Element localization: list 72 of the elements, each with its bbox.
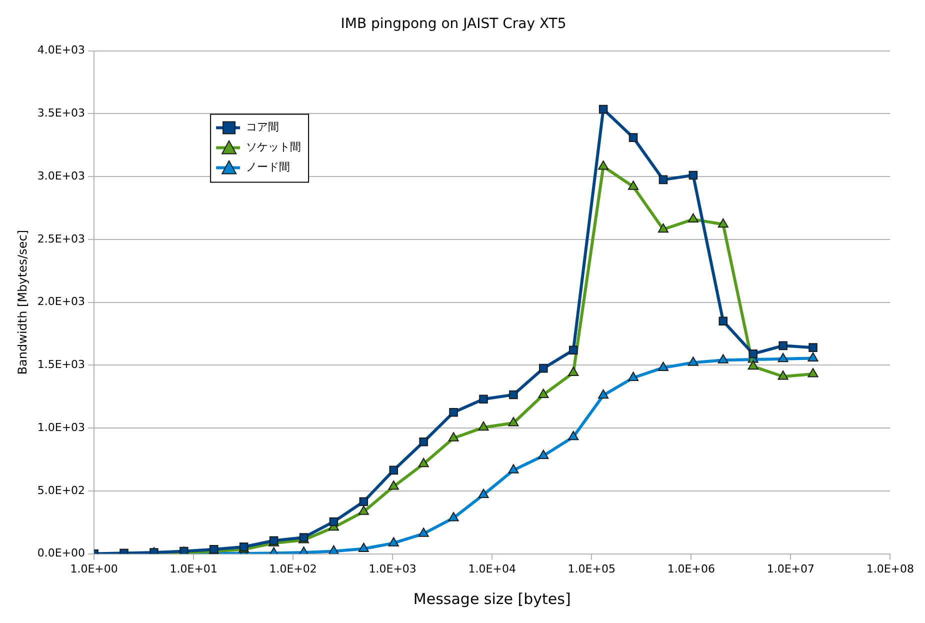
x-tick-label: 1.0E+03 xyxy=(368,562,416,576)
x-tick-label: 1.0E+07 xyxy=(766,562,814,576)
point xyxy=(479,394,488,404)
point xyxy=(748,360,758,370)
point xyxy=(658,362,668,371)
point xyxy=(448,512,459,522)
legend-label: コア間 xyxy=(246,120,280,134)
point xyxy=(808,352,818,362)
x-tick-label: 1.0E+05 xyxy=(568,562,616,576)
point xyxy=(658,223,668,233)
x-tick-label: 1.0E+02 xyxy=(269,562,317,576)
point xyxy=(418,528,429,537)
point xyxy=(778,370,788,380)
y-tick-label: 2.5E+03 xyxy=(37,232,86,246)
point xyxy=(538,450,549,459)
point xyxy=(688,170,698,180)
point xyxy=(538,388,549,398)
point xyxy=(568,430,579,440)
y-tick-label: 1.5E+03 xyxy=(37,358,86,372)
y-tick-label: 3.5E+03 xyxy=(37,106,86,120)
point xyxy=(509,390,518,400)
point xyxy=(478,488,489,498)
y-axis-title: Bandwidth [Mbytes/sec] xyxy=(15,230,30,375)
point xyxy=(688,356,698,366)
y-tick-label: 1.0E+03 xyxy=(37,420,86,434)
point xyxy=(808,343,818,352)
point xyxy=(389,466,398,475)
point xyxy=(419,437,428,446)
point xyxy=(359,497,368,506)
y-tick-label: 5.0E+02 xyxy=(37,484,86,497)
point xyxy=(568,366,579,376)
point xyxy=(628,180,639,190)
point xyxy=(748,349,758,358)
point xyxy=(508,464,519,474)
legend-label: ノード間 xyxy=(246,160,290,174)
point xyxy=(688,213,698,223)
point xyxy=(808,368,818,378)
point xyxy=(448,432,459,442)
point xyxy=(418,458,429,468)
chart-title: IMB pingpong on JAIST Cray XT5 xyxy=(340,16,566,32)
point xyxy=(598,389,609,399)
point xyxy=(388,480,399,490)
x-axis-title: Message size [bytes] xyxy=(413,590,571,608)
y-tick-label: 4.0E+03 xyxy=(37,44,86,57)
point xyxy=(718,354,728,364)
y-tick-label: 0.0E+00 xyxy=(37,546,86,560)
y-tick-label: 2.0E+03 xyxy=(37,295,86,308)
point xyxy=(568,346,578,354)
point xyxy=(508,417,519,426)
point xyxy=(388,537,399,546)
point xyxy=(539,364,548,373)
point xyxy=(658,175,668,184)
legend-label: ソケット間 xyxy=(246,140,302,154)
x-tick-label: 1.0E+01 xyxy=(170,562,218,576)
x-tick-label: 1.0E+00 xyxy=(70,562,118,576)
point xyxy=(778,341,788,350)
y-tick-label: 3.0E+03 xyxy=(37,169,86,182)
point xyxy=(449,408,458,417)
x-tick-label: 1.0E+04 xyxy=(468,562,516,576)
point xyxy=(718,316,728,326)
x-tick-label: 1.0E+08 xyxy=(866,562,914,576)
point xyxy=(718,218,728,228)
point xyxy=(358,506,369,515)
point xyxy=(628,133,638,142)
point xyxy=(358,542,369,552)
x-tick-label: 1.0E+06 xyxy=(667,562,715,576)
point xyxy=(598,160,609,170)
point xyxy=(329,517,338,526)
point xyxy=(778,352,788,362)
point xyxy=(628,372,639,381)
point xyxy=(478,421,489,431)
point xyxy=(598,104,608,114)
